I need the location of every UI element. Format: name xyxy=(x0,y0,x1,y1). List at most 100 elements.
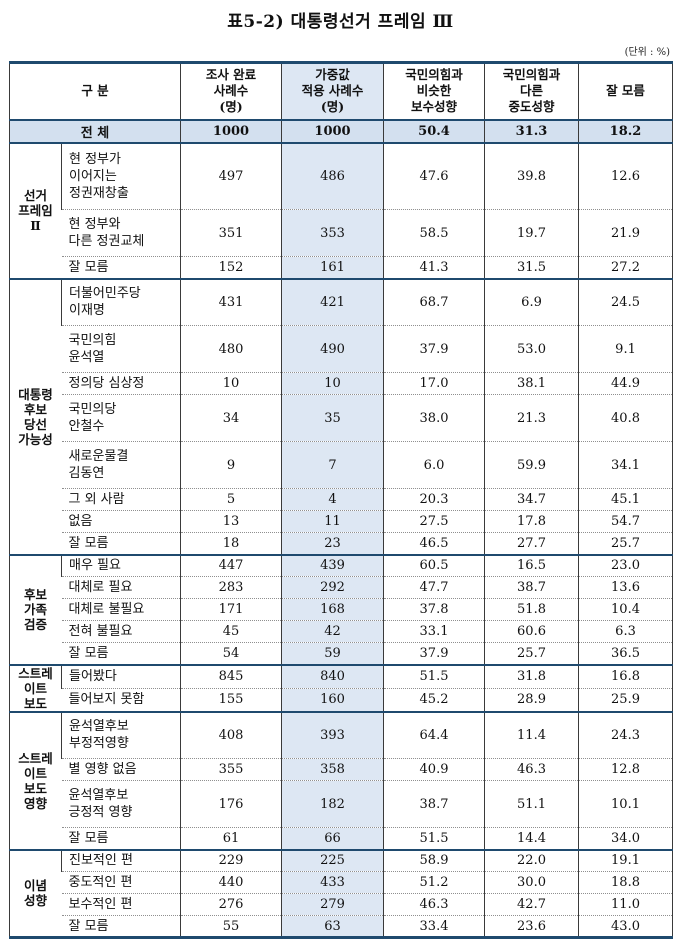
item-cell: 들어봤다 xyxy=(60,663,181,689)
value-cell: 23.6 xyxy=(484,915,579,938)
value-cell: 38.7 xyxy=(383,780,485,828)
group-label-cell: 스트레 이트 보도 영향 xyxy=(9,710,62,850)
value-cell: 176 xyxy=(180,780,282,828)
value-cell: 10 xyxy=(180,372,282,395)
total-row: 전 체 1000 1000 50.4 31.3 18.2 xyxy=(9,119,673,144)
value-cell: 45 xyxy=(180,620,282,643)
value-cell: 1000 xyxy=(281,119,384,144)
value-cell: 36.5 xyxy=(578,642,673,665)
value-cell: 51.2 xyxy=(383,871,485,894)
value-cell: 12.8 xyxy=(578,758,673,781)
value-cell: 490 xyxy=(281,325,384,373)
value-cell: 845 xyxy=(180,663,282,689)
value-cell: 47.6 xyxy=(383,141,485,210)
value-cell: 42 xyxy=(281,620,384,643)
value-cell: 35 xyxy=(281,394,384,442)
value-cell: 59 xyxy=(281,642,384,665)
value-cell: 38.7 xyxy=(484,576,579,599)
value-cell: 60.6 xyxy=(484,620,579,643)
value-cell: 23.0 xyxy=(578,553,673,577)
value-cell: 11.0 xyxy=(578,893,673,916)
value-cell: 46.5 xyxy=(383,532,485,555)
group-label-cell: 대통령 후보 당선 가능성 xyxy=(9,277,62,555)
value-cell: 40.8 xyxy=(578,394,673,442)
value-cell: 45.1 xyxy=(578,488,673,511)
value-cell: 18 xyxy=(180,532,282,555)
value-cell: 59.9 xyxy=(484,441,579,489)
item-cell: 잘 모름 xyxy=(68,830,109,846)
col-header-category: 구 분 xyxy=(9,62,181,121)
value-cell: 6.0 xyxy=(383,441,485,489)
table-row: 잘 모름 18 23 46.5 27.7 25.7 xyxy=(10,532,673,555)
item-cell: 정의당 심상정 xyxy=(61,372,181,395)
table-row: 보수적인 편 276 279 46.3 42.7 11.0 xyxy=(10,893,673,916)
group-label-cell: 선거 프레임 Ⅱ xyxy=(9,141,62,279)
table-header: 구 분 조사 완료 사례수 (명) 가중값 적용 사례수 (명) 국민의힘과 비… xyxy=(9,62,673,121)
value-cell: 5 xyxy=(180,488,282,511)
item-cell: 국민의힘 윤석열 xyxy=(61,325,181,373)
value-cell: 37.9 xyxy=(383,325,485,373)
value-cell: 42.7 xyxy=(484,893,579,916)
value-cell: 480 xyxy=(180,325,282,373)
value-cell: 55 xyxy=(180,915,282,938)
value-cell: 13.6 xyxy=(578,576,673,599)
value-cell: 225 xyxy=(281,848,384,872)
value-cell: 25.7 xyxy=(578,532,673,555)
value-cell: 168 xyxy=(281,598,384,621)
value-cell: 486 xyxy=(281,141,384,210)
value-cell: 9 xyxy=(180,441,282,489)
value-cell: 13 xyxy=(180,510,282,533)
value-cell: 497 xyxy=(180,141,282,210)
value-cell: 19.7 xyxy=(484,209,579,257)
value-cell: 44.9 xyxy=(578,372,673,395)
value-cell: 27.5 xyxy=(383,510,485,533)
value-cell: 18.8 xyxy=(578,871,673,894)
value-cell: 12.6 xyxy=(578,141,673,210)
value-cell: 54 xyxy=(180,642,282,665)
value-cell: 25.9 xyxy=(578,688,673,712)
table-row: 잘 모름 61 66 51.5 14.4 34.0 xyxy=(10,827,673,850)
table-row: 국민의당 안철수 34 35 38.0 21.3 40.8 xyxy=(10,394,673,442)
report-page: 표5-2) 대통령선거 프레임 Ⅲ (단위 : %) 구 분 조사 완료 사례수… xyxy=(9,0,674,939)
item-cell: 더불어민주당 이재명 xyxy=(60,277,181,326)
value-cell: 292 xyxy=(281,576,384,599)
value-cell: 63 xyxy=(281,915,384,938)
value-cell: 279 xyxy=(281,893,384,916)
value-cell: 9.1 xyxy=(578,325,673,373)
value-cell: 68.7 xyxy=(383,277,485,326)
item-cell: 매우 필요 xyxy=(60,553,181,577)
item-cell: 없음 xyxy=(61,510,181,533)
value-cell: 60.5 xyxy=(383,553,485,577)
item-cell: 전혀 불필요 xyxy=(61,620,181,643)
value-cell: 51.5 xyxy=(383,827,485,850)
item-cell: 잘 모름 xyxy=(68,259,109,275)
value-cell: 39.8 xyxy=(484,141,579,210)
value-cell: 46.3 xyxy=(383,893,485,916)
value-cell: 47.7 xyxy=(383,576,485,599)
value-cell: 229 xyxy=(180,848,282,872)
table-row: 대체로 불필요 171 168 37.8 51.8 10.4 xyxy=(10,598,673,621)
value-cell: 27.2 xyxy=(578,256,673,279)
value-cell: 40.9 xyxy=(383,758,485,781)
group-label-cell: 후보 가족 검증 xyxy=(9,553,62,665)
item-cell: 별 영향 없음 xyxy=(61,758,181,781)
table-row: 국민의힘 윤석열 480 490 37.9 53.0 9.1 xyxy=(10,325,673,373)
value-cell: 171 xyxy=(180,598,282,621)
value-cell: 46.3 xyxy=(484,758,579,781)
table-row: 잘 모름 55 63 33.4 23.6 43.0 xyxy=(10,915,673,938)
table-row: 별 영향 없음 355 358 40.9 46.3 12.8 xyxy=(10,758,673,781)
value-cell: 31.3 xyxy=(484,119,579,144)
col-header-moderate-different: 국민의힘과 다른 중도성향 xyxy=(484,62,579,121)
item-cell: 들어보지 못함 xyxy=(68,692,145,707)
value-cell: 38.1 xyxy=(484,372,579,395)
value-cell: 45.2 xyxy=(383,688,485,712)
item-cell: 현 정부가 이어지는 정권재창출 xyxy=(60,141,181,210)
value-cell: 6.9 xyxy=(484,277,579,326)
table-row: 새로운물결 김동연 9 7 6.0 59.9 34.1 xyxy=(10,441,673,489)
value-cell: 30.0 xyxy=(484,871,579,894)
table-title: 표5-2) 대통령선거 프레임 Ⅲ xyxy=(227,12,454,32)
value-cell: 7 xyxy=(281,441,384,489)
value-cell: 421 xyxy=(281,277,384,326)
value-cell: 447 xyxy=(180,553,282,577)
value-cell: 440 xyxy=(180,871,282,894)
